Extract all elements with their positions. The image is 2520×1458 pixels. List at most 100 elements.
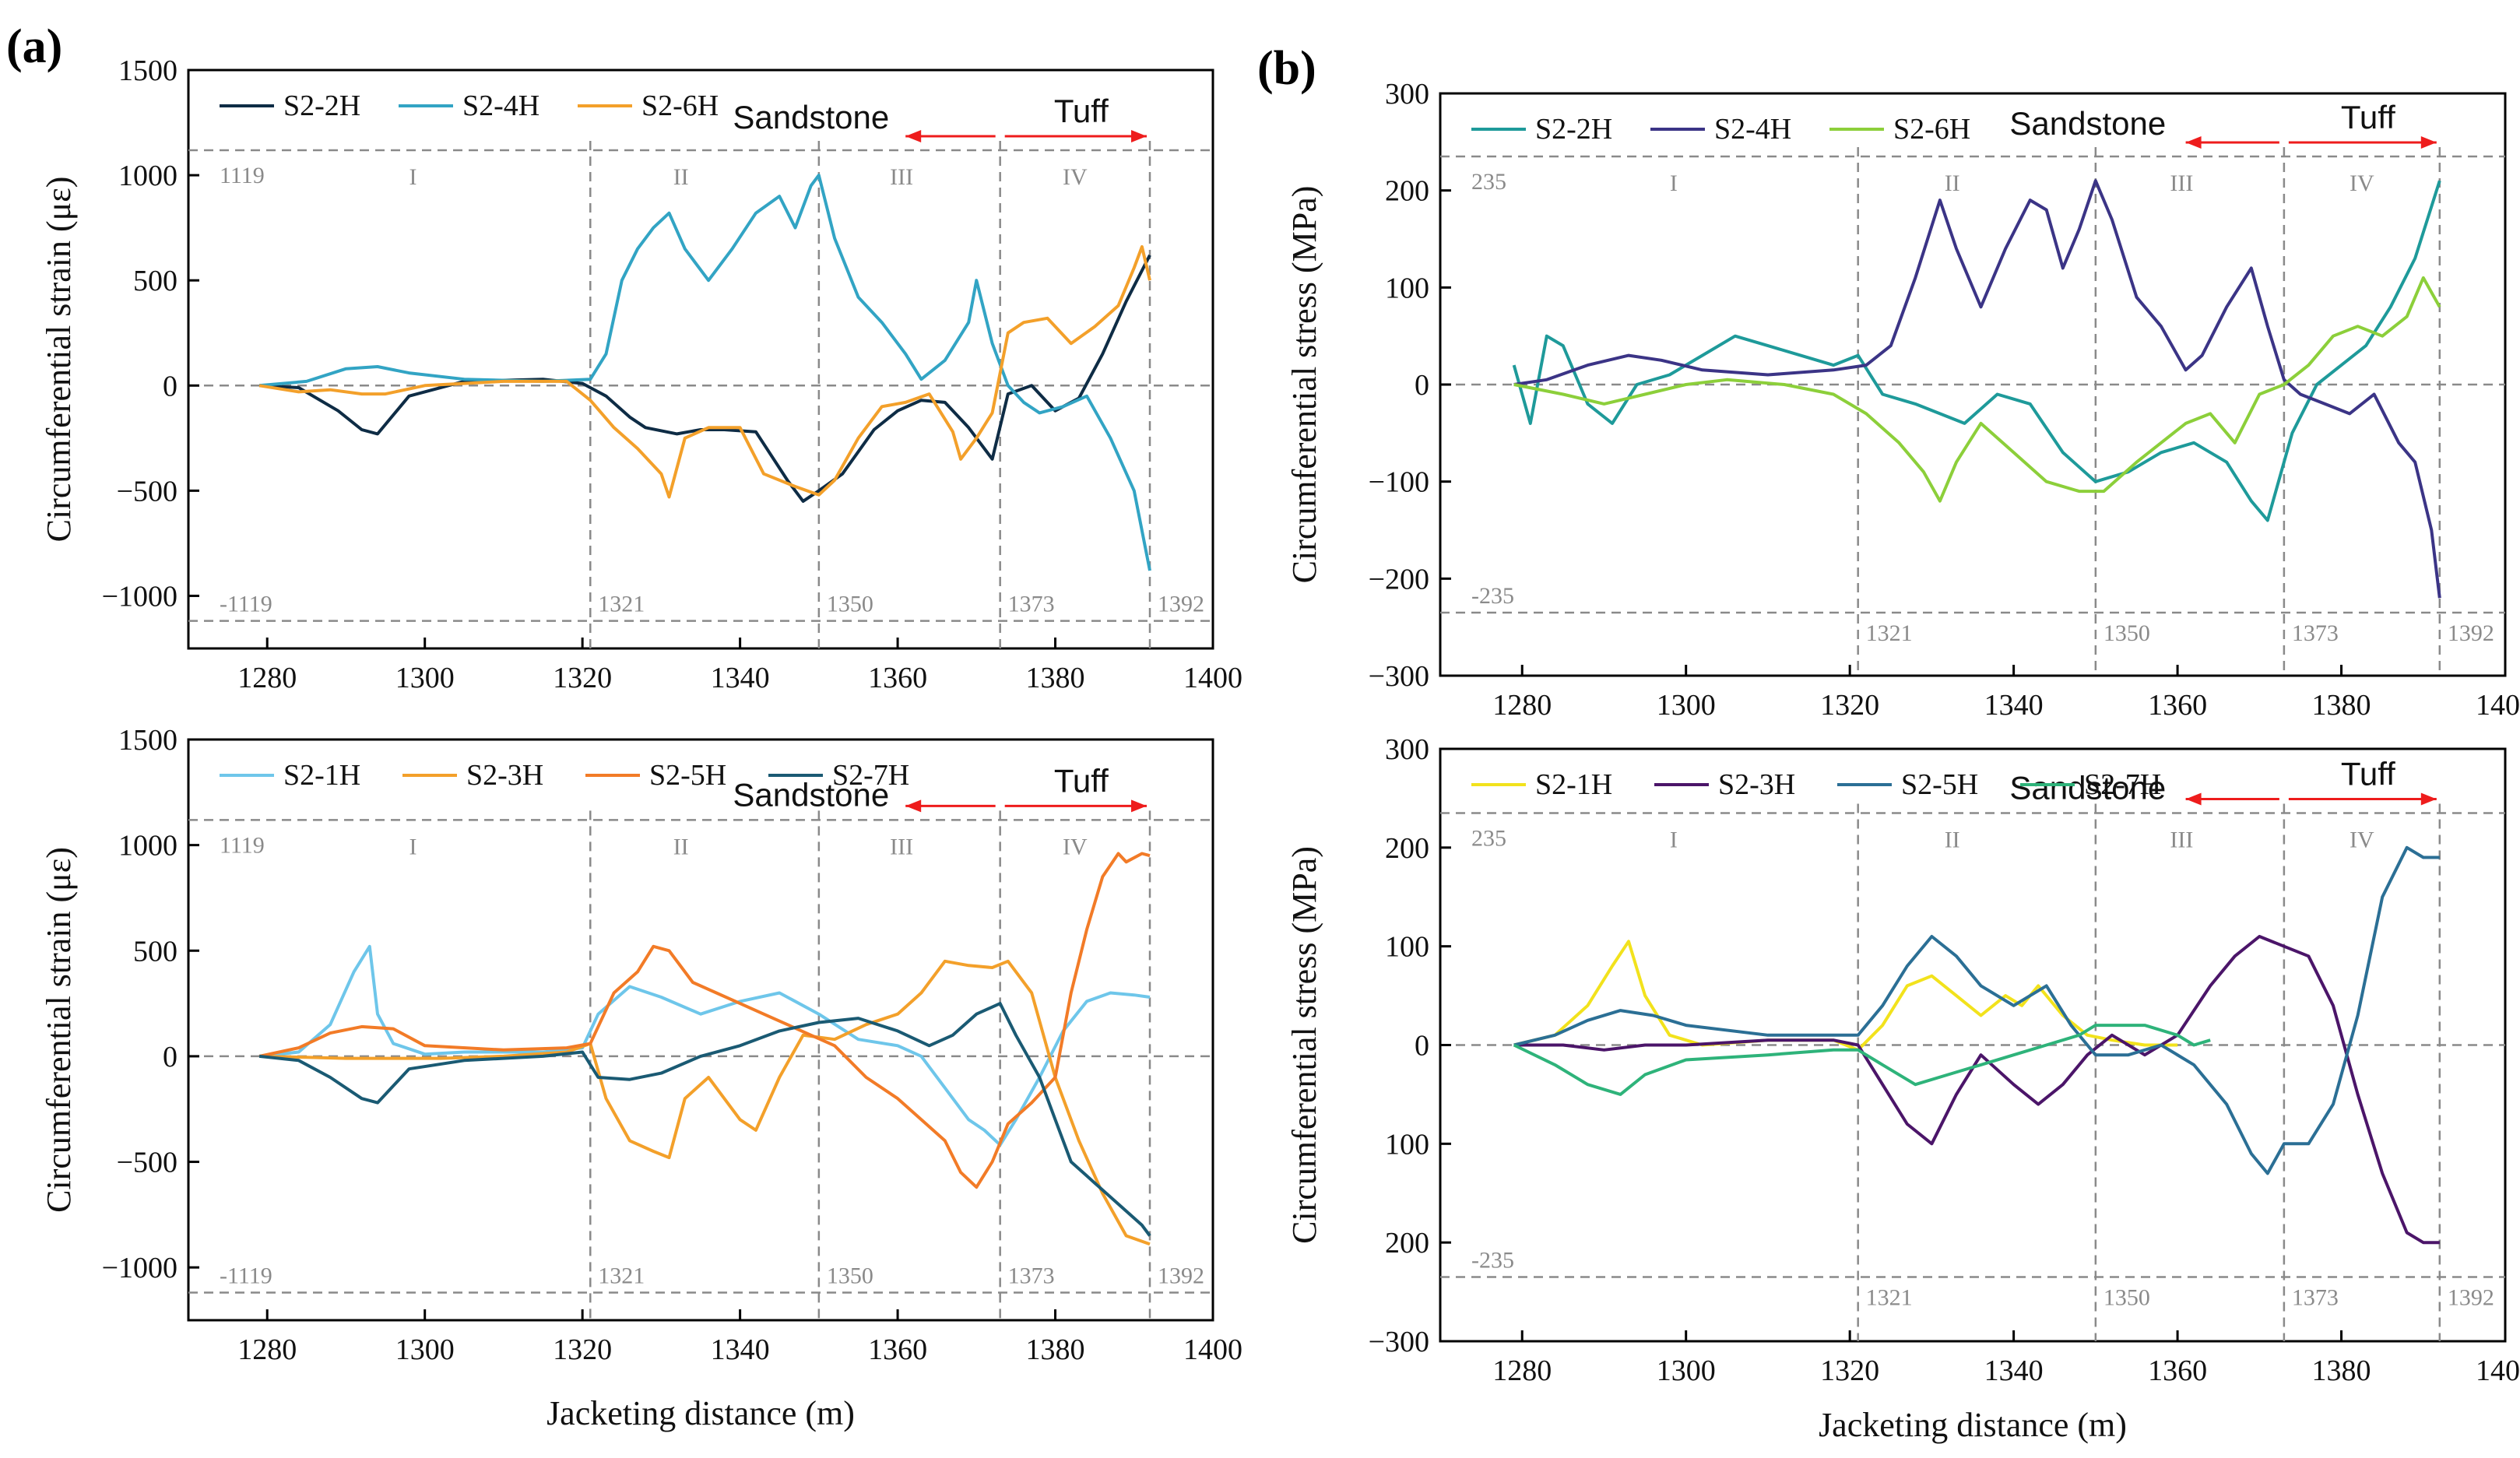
sandstone-arrowhead: [905, 799, 922, 813]
rock-annotation: Sandstone Tuff: [733, 93, 1148, 142]
y-tick-label: 500: [133, 935, 177, 968]
sandstone-label: Sandstone: [2009, 769, 2166, 806]
zone-label: I: [1670, 827, 1678, 852]
x-tick-label: 1360: [2148, 1354, 2207, 1387]
x-tick-label: 1340: [711, 1333, 770, 1366]
boundary-label: 1321: [1866, 620, 1913, 646]
y-tick-label: 1000: [118, 160, 177, 192]
zone-label: II: [673, 164, 689, 190]
legend-label: S2-7H: [2084, 768, 2161, 801]
x-tick-label: 1400: [2476, 1354, 2520, 1387]
upper-limit-label: 235: [1471, 169, 1506, 195]
rock-annotation: Sandstone Tuff: [2009, 755, 2437, 806]
y-tick-label: 1500: [118, 54, 177, 87]
x-tick-label: 1400: [1183, 662, 1242, 694]
series-line-s2-4h: [258, 174, 1151, 571]
y-tick-label: −1000: [102, 580, 177, 613]
x-tick-label: 1320: [1820, 689, 1879, 722]
zone-label: II: [1945, 827, 1960, 852]
upper-limit-label: 235: [1471, 825, 1506, 851]
tuff-arrowhead: [2420, 136, 2437, 149]
y-tick-label: 200: [1385, 1227, 1429, 1260]
series-line-s2-7h: [1513, 1024, 2211, 1096]
x-tick-label: 1300: [395, 662, 455, 694]
y-tick-label: 0: [163, 1041, 177, 1073]
y-tick-label: 100: [1385, 1128, 1429, 1161]
lower-limit-label: -235: [1471, 583, 1514, 609]
x-tick-label: 1340: [1984, 689, 2044, 722]
y-tick-label: 200: [1385, 175, 1429, 208]
y-tick-label: −300: [1369, 660, 1429, 693]
y-tick-label: 1000: [118, 830, 177, 863]
tuff-label: Tuff: [1054, 93, 1109, 129]
plot-frame: [187, 738, 1214, 1322]
panel-label-a: (a): [6, 20, 62, 73]
tuff-arrowhead: [1131, 799, 1148, 813]
y-tick-label: 100: [1385, 272, 1429, 304]
x-tick-label: 1360: [868, 662, 927, 694]
zone-label: III: [890, 164, 913, 190]
upper-limit-label: 1119: [220, 163, 265, 188]
boundary-label: 1350: [2104, 620, 2150, 646]
legend-label: S2-6H: [1893, 113, 1970, 146]
sandstone-arrowhead: [2185, 136, 2202, 149]
series-line-s2-1h: [258, 944, 1151, 1147]
x-axis-label: Jacketing distance (m): [547, 1394, 855, 1432]
x-tick-label: 1280: [1492, 689, 1552, 722]
x-tick-label: 1300: [395, 1333, 455, 1366]
series-line-s2-2h: [258, 254, 1151, 503]
legend-label: S2-3H: [1718, 768, 1795, 801]
tuff-label: Tuff: [2341, 755, 2395, 792]
y-axis-label: Circumferential stress (MPa): [1285, 186, 1323, 584]
y-axis-label: Circumferential strain (με): [40, 177, 78, 543]
upper-limit-label: 1119: [220, 832, 265, 858]
y-tick-label: −500: [117, 1147, 177, 1179]
boundary-label: 1392: [2448, 620, 2494, 646]
zone-label: III: [2170, 827, 2193, 852]
boundary-label: 1350: [2104, 1285, 2150, 1311]
lower-limit-label: -1119: [220, 592, 272, 617]
boundary-label: 1373: [1008, 592, 1055, 617]
x-tick-label: 1380: [1026, 662, 1085, 694]
x-tick-label: 1280: [237, 1333, 297, 1366]
zone-label: IV: [1063, 834, 1088, 859]
x-tick-label: 1380: [1026, 1333, 1085, 1366]
legend-label: S2-5H: [1901, 768, 1978, 801]
sandstone-label: Sandstone: [2009, 105, 2166, 142]
tuff-arrowhead: [1131, 129, 1148, 142]
boundary-label: 1373: [1008, 1263, 1055, 1288]
zone-label: I: [1670, 170, 1678, 196]
y-tick-label: −1000: [102, 1252, 177, 1284]
panel-label-b: (b): [1257, 42, 1316, 95]
boundary-label: 1321: [598, 592, 645, 617]
rock-annotation: Sandstone Tuff: [2009, 99, 2437, 149]
y-axis-label: Circumferential stress (MPa): [1285, 846, 1323, 1244]
zone-label: III: [890, 834, 913, 859]
legend-label: S2-6H: [641, 90, 719, 122]
x-tick-label: 1320: [553, 662, 612, 694]
sandstone-arrowhead: [2185, 792, 2202, 806]
y-tick-label: −100: [1369, 466, 1429, 499]
legend-label: S2-2H: [283, 90, 360, 122]
series-line-s2-6h: [1513, 276, 2441, 503]
y-tick-label: −300: [1369, 1326, 1429, 1358]
x-tick-label: 1300: [1657, 1354, 1716, 1387]
tuff-label: Tuff: [2341, 99, 2395, 135]
sandstone-label: Sandstone: [733, 99, 889, 135]
tuff-arrowhead: [2420, 792, 2437, 806]
x-tick-label: 1300: [1657, 689, 1716, 722]
y-tick-label: 0: [1415, 369, 1429, 402]
x-tick-label: 1360: [868, 1333, 927, 1366]
boundary-label: 1392: [2448, 1285, 2494, 1311]
x-axis-label: Jacketing distance (m): [1819, 1406, 2127, 1444]
lower-limit-label: -1119: [220, 1263, 272, 1288]
boundary-label: 1373: [2292, 1285, 2339, 1311]
legend-label: S2-1H: [283, 759, 360, 792]
x-tick-label: 1340: [711, 662, 770, 694]
x-tick-label: 1320: [1820, 1354, 1879, 1387]
